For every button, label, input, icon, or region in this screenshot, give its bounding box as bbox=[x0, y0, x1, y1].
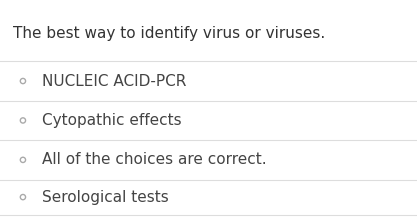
Text: Cytopathic effects: Cytopathic effects bbox=[42, 113, 181, 128]
Text: Serological tests: Serological tests bbox=[42, 190, 168, 205]
Text: The best way to identify virus or viruses.: The best way to identify virus or viruse… bbox=[13, 26, 325, 41]
Text: NUCLEIC ACID-PCR: NUCLEIC ACID-PCR bbox=[42, 74, 186, 88]
Text: All of the choices are correct.: All of the choices are correct. bbox=[42, 152, 266, 167]
